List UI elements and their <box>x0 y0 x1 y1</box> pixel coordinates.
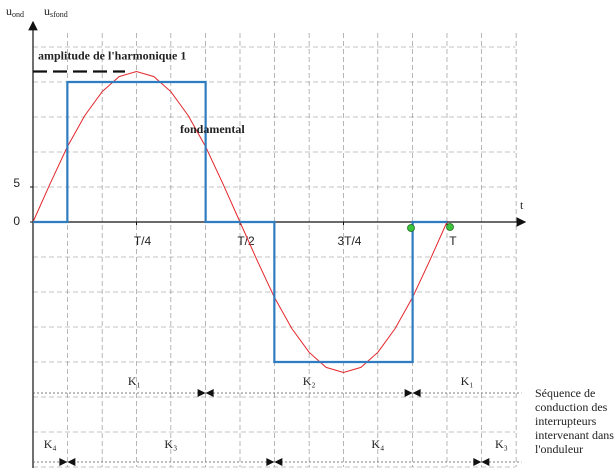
sequence-boundary <box>473 458 490 466</box>
sequence-label: K₄ <box>371 437 384 451</box>
y-axis-label: usfond <box>44 4 68 19</box>
sequence-boundary <box>197 389 214 397</box>
grid: 05T/4 T/2 3T/4 T <box>13 33 517 468</box>
x-tick-label: T <box>449 234 457 248</box>
sequence-boundary <box>266 458 283 466</box>
sequence-caption: intervenant dans <box>535 428 614 442</box>
sequence-label: K₂ <box>303 374 316 388</box>
sequence-caption: Séquence de <box>535 386 595 400</box>
sequence-caption: l'onduleur <box>535 442 583 456</box>
y-label-subscript: ond <box>12 10 24 19</box>
y-label-symbol: u <box>44 4 50 18</box>
y-label-subscript: sfond <box>50 10 68 19</box>
sequence-boundary <box>404 389 421 397</box>
sequence-label: K₃ <box>495 437 508 451</box>
sequence-label: K₁ <box>128 374 141 388</box>
y-tick-label: 0 <box>13 214 20 228</box>
x-tick-label: 3T/4 <box>337 234 361 248</box>
series-label: fondamental <box>180 122 245 136</box>
sequence-label: K₄ <box>44 437 57 451</box>
sequence-label: K₃ <box>164 437 177 451</box>
annotation-text: amplitude de l'harmonique 1 <box>38 48 186 62</box>
y-tick-label: 5 <box>13 176 20 190</box>
marker-dot <box>446 223 454 231</box>
sequence-label: K₁ <box>461 374 474 388</box>
x-axis-label: t <box>520 198 524 212</box>
plot: fondamental amplitude de l'harmonique 1 <box>32 48 448 374</box>
y-axis-label: uond <box>6 4 24 19</box>
series-line <box>33 80 447 364</box>
sequence-caption: conduction des <box>535 400 608 414</box>
marker-dot <box>407 224 415 232</box>
y-label-symbol: u <box>6 4 12 18</box>
sequence-boundary <box>59 458 76 466</box>
sequence-caption: interrupteurs <box>535 414 597 428</box>
x-tick-label: T/4 <box>134 234 152 248</box>
